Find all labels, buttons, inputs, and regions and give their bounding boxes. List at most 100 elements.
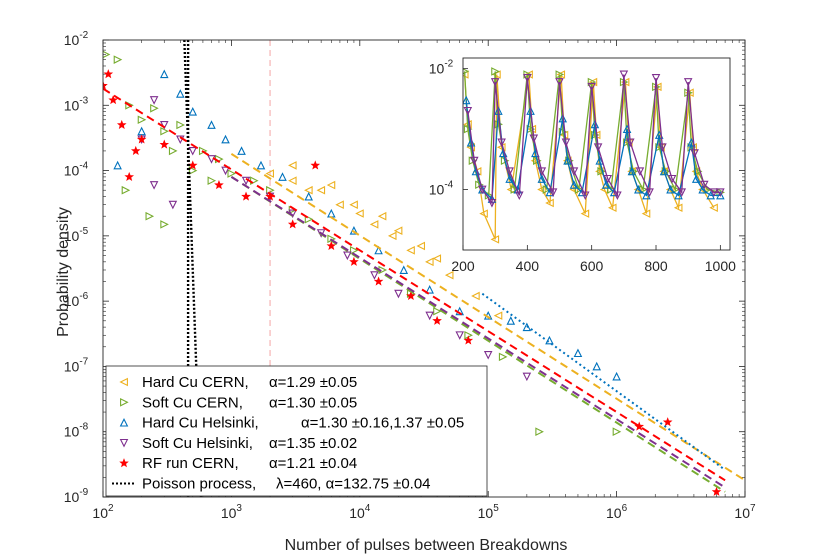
inset-data-point: [524, 70, 533, 79]
data-point: [149, 181, 159, 190]
inset-data-point: [595, 156, 605, 165]
inset-data-point: [515, 191, 524, 201]
data-point: [113, 55, 123, 64]
data-point: [522, 322, 532, 332]
inset-data-point: [674, 190, 683, 200]
inset-data-point: [698, 185, 707, 194]
data-point: [221, 134, 230, 144]
data-point: [176, 120, 185, 130]
inset-data-point: [590, 130, 600, 140]
inset-data-point: [658, 143, 667, 152]
data-point: [207, 176, 217, 185]
data-point: [103, 50, 111, 59]
data-point: [130, 145, 141, 155]
legend-box: [105, 365, 488, 497]
legend-swatch-marker: [119, 417, 129, 427]
data-point: [432, 315, 442, 325]
inset-data-point: [613, 191, 622, 201]
inset-data-point: [666, 184, 675, 194]
y-tick-label: 10-7: [64, 356, 89, 374]
data-point: [310, 160, 321, 170]
data-point: [349, 200, 358, 209]
inset-data-point: [580, 209, 590, 218]
data-point: [471, 291, 480, 301]
inset-data-point: [580, 191, 590, 201]
inset-data-point: [497, 138, 506, 148]
data-point: [288, 161, 297, 170]
legend-swatch-marker: [119, 377, 128, 387]
data-point: [188, 106, 198, 116]
inset-data-point: [645, 188, 654, 197]
inset-data-point: [607, 185, 616, 194]
inset-data-point: [558, 113, 568, 123]
inset-data-point: [587, 82, 596, 92]
legend-swatch-marker: [119, 458, 129, 468]
inset-data-point: [593, 143, 603, 152]
inset-data-point: [709, 203, 718, 213]
data-point: [522, 372, 532, 382]
data-point: [316, 185, 326, 195]
inset-y-tick-label: 10-2: [429, 59, 454, 77]
legend-label: Hard Cu Helsinki,: [142, 415, 259, 432]
inset-x-tick-label: 200: [451, 258, 475, 274]
inset-data-point: [623, 138, 632, 147]
inset-data-point: [620, 77, 630, 87]
data-point: [370, 271, 379, 280]
inset-frame: [462, 57, 731, 251]
data-point: [124, 171, 134, 181]
inset-data-point: [651, 74, 661, 83]
inset-data-point: [558, 127, 568, 137]
inset-data-point: [537, 174, 547, 183]
inset-data-point: [706, 190, 715, 200]
data-point: [393, 226, 403, 235]
data-point: [168, 146, 178, 156]
inset-data-point: [463, 95, 471, 105]
inset-data-point: [468, 156, 478, 165]
data-point: [176, 89, 185, 98]
data-point: [265, 169, 275, 178]
inset-data-point: [555, 70, 565, 79]
data-point: [369, 220, 379, 229]
inset-data-point: [699, 180, 709, 190]
data-point: [113, 160, 122, 170]
fit-line: [103, 87, 726, 482]
inset-y-tick-label: 10-4: [429, 180, 454, 198]
data-point: [145, 211, 155, 221]
inset-data-point: [607, 203, 617, 213]
data-point: [592, 361, 602, 371]
inset-data-point: [563, 156, 572, 165]
data-point: [399, 265, 409, 274]
inset-data-point: [555, 78, 564, 87]
data-point: [416, 241, 426, 251]
inset-data-point: [597, 167, 606, 176]
data-point: [573, 348, 583, 358]
inset-data-point: [590, 119, 600, 129]
data-point: [349, 246, 359, 255]
data-point: [498, 352, 508, 362]
data-point: [221, 166, 230, 176]
inset-series-group: [463, 67, 725, 244]
legend-params: λ=460, α=132.75 ±0.04: [276, 476, 431, 493]
inset-data-point: [634, 184, 643, 194]
data-point: [483, 350, 493, 360]
inset-data-point: [625, 138, 635, 148]
inset-x-tick-label: 400: [516, 258, 540, 274]
data-point: [241, 191, 251, 201]
inset-data-point: [469, 156, 479, 166]
data-point: [349, 256, 359, 266]
inset-data-point: [691, 174, 701, 183]
data-point: [188, 146, 198, 156]
fit-line: [230, 153, 745, 482]
data-point: [256, 160, 266, 170]
data-point: [432, 254, 442, 263]
data-point: [207, 120, 216, 129]
data-point: [662, 417, 673, 427]
data-point: [506, 316, 516, 325]
inset-data-point: [698, 184, 707, 194]
data-point: [159, 120, 169, 130]
data-point: [406, 290, 416, 301]
x-tick-label: 107: [734, 503, 756, 521]
data-point: [387, 231, 397, 241]
data-point: [168, 200, 178, 210]
data-point: [108, 95, 118, 105]
